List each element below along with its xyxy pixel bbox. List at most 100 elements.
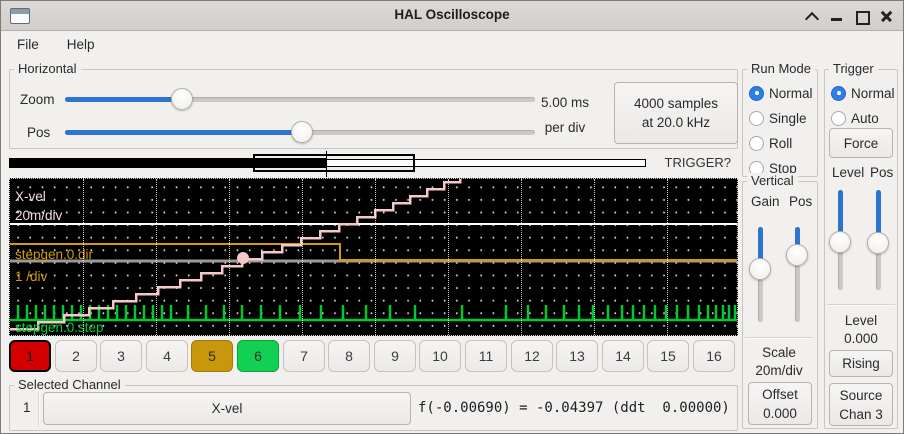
shade-icon[interactable] (804, 8, 820, 24)
run-mode-option-label: Normal (769, 85, 813, 101)
channel-button-13[interactable]: 13 (556, 340, 598, 372)
samples-line2: at 20.0 kHz (641, 115, 711, 130)
grid-line (302, 179, 303, 335)
minimize-icon[interactable] (829, 8, 845, 24)
grid-line (594, 179, 595, 335)
zoom-slider-label: Zoom (20, 92, 55, 107)
run-mode-stop-radio[interactable]: Stop (749, 158, 817, 178)
channel-button-10[interactable]: 10 (419, 340, 461, 372)
scope-screen[interactable]: X-vel 20m/div stepgen.0.dir 1 /div stepg… (9, 178, 738, 336)
time-per-div: 5.00 ms per div (520, 90, 610, 140)
pos-slider[interactable] (65, 121, 535, 143)
pos-slider-fill (65, 130, 302, 135)
gain-slider-label: Gain (751, 194, 780, 209)
zoom-slider-thumb[interactable] (171, 88, 193, 110)
offset-button-label: Offset (762, 386, 798, 402)
run-mode-single-radio[interactable]: Single (749, 108, 817, 128)
record-filled-bar (9, 158, 326, 168)
vertical-pos-thumb[interactable] (786, 244, 808, 266)
dir-scale-label: 1 /div (15, 269, 48, 284)
radio-circle-icon[interactable] (749, 85, 764, 101)
run-mode-option-label: Single (769, 110, 807, 126)
run-mode-normal-radio[interactable]: Normal (749, 83, 817, 103)
zoom-window-box[interactable] (253, 154, 415, 172)
channel-button-15[interactable]: 15 (647, 340, 689, 372)
vertical-pos-slider[interactable] (786, 227, 808, 322)
channel-source-button[interactable]: X-vel (43, 392, 411, 425)
channel-row: 1 2 3 4 5 6 7 8 9 10 11 12 13 14 15 16 (9, 340, 738, 372)
radio-circle-icon[interactable] (749, 110, 764, 126)
offset-button-value: 0.000 (763, 405, 797, 421)
selected-channel-group: Selected Channel 1 X-vel f(-0.00690) = -… (9, 377, 738, 431)
grid-line (229, 179, 230, 335)
offset-button[interactable]: Offset 0.000 (748, 382, 812, 425)
trigger-position-line[interactable] (326, 151, 327, 177)
channel-button-2[interactable]: 2 (55, 340, 97, 372)
channel-button-12[interactable]: 12 (511, 340, 553, 372)
trigger-pos-fill (876, 190, 881, 243)
channel-button-4[interactable]: 4 (146, 340, 188, 372)
force-button[interactable]: Force (829, 128, 893, 158)
channel-button-9[interactable]: 9 (374, 340, 416, 372)
trigger-mode-auto-radio[interactable]: Auto (831, 108, 897, 128)
vertical-group: Vertical Gain Pos Scale 20m/div Offset 0… (742, 173, 818, 429)
horizontal-group: Horizontal Zoom Pos 5.00 ms per div 4000… (9, 61, 738, 149)
channel-button-6[interactable]: 6 (237, 340, 279, 372)
channel-button-3[interactable]: 3 (100, 340, 142, 372)
menu-help[interactable]: Help (66, 37, 95, 52)
grid-line (375, 179, 376, 335)
grid-line (667, 179, 668, 335)
trigger-pos-thumb[interactable] (867, 232, 889, 254)
channel-button-8[interactable]: 8 (328, 340, 370, 372)
channel-button-14[interactable]: 14 (602, 340, 644, 372)
trigger-mode-option-label: Auto (851, 110, 879, 126)
trigger-level-thumb[interactable] (829, 231, 851, 253)
samples-button[interactable]: 4000 samples at 20.0 kHz (614, 82, 738, 144)
scale-value: 20m/div (755, 363, 803, 378)
trigger-pos-slider[interactable] (867, 190, 889, 290)
source-button-line1: Source (839, 387, 883, 403)
channel-source-name: X-vel (211, 401, 243, 416)
trigger-pos-slider-label: Pos (870, 165, 894, 180)
radio-circle-icon[interactable] (749, 135, 764, 151)
channel-button-7[interactable]: 7 (283, 340, 325, 372)
pos-slider-label: Pos (27, 125, 51, 140)
run-mode-group: Run Mode Normal Single Roll Stop (742, 61, 818, 178)
close-icon[interactable] (879, 8, 895, 24)
time-per-div-unit: per div (544, 120, 586, 135)
waveform-canvas (10, 179, 737, 331)
trigger-level-value: 0.000 (844, 331, 878, 346)
run-mode-option-label: Stop (769, 160, 797, 176)
horizontal-group-label: Horizontal (14, 61, 81, 76)
time-per-div-value: 5.00 ms (540, 95, 590, 110)
radio-circle-icon[interactable] (831, 85, 846, 101)
pos-slider-thumb[interactable] (291, 121, 313, 143)
menu-bar: File Help (1, 31, 903, 58)
selected-channel-label: Selected Channel (14, 377, 125, 392)
zoom-slider[interactable] (65, 88, 535, 110)
channel-button-5[interactable]: 5 (191, 340, 233, 372)
channel1-scale-label: 20m/div (15, 208, 63, 223)
trigger-level-label: Level (844, 313, 878, 328)
source-button[interactable]: Source Chan 3 (829, 383, 893, 426)
trigger-level-slider[interactable] (829, 190, 851, 290)
gain-slider-thumb[interactable] (749, 258, 771, 280)
title-bar[interactable]: HAL Oscilloscope (1, 1, 903, 31)
radio-circle-icon[interactable] (831, 110, 846, 126)
maximize-icon[interactable] (854, 8, 870, 25)
step-name-label: stepgen.0.step (15, 320, 104, 335)
menu-file[interactable]: File (17, 37, 39, 52)
trigger-mode-normal-radio[interactable]: Normal (831, 83, 897, 103)
run-mode-roll-radio[interactable]: Roll (749, 133, 817, 153)
trigger-mode-options: Normal Auto (825, 70, 897, 128)
gain-slider[interactable] (749, 227, 771, 322)
edge-button[interactable]: Rising (829, 350, 893, 377)
zoom-slider-fill (65, 97, 182, 102)
channel-button-11[interactable]: 11 (465, 340, 507, 372)
edge-button-label: Rising (842, 356, 880, 371)
channel-button-1[interactable]: 1 (9, 340, 51, 372)
samples-line1: 4000 samples (633, 96, 719, 111)
trigger-position-ruler: TRIGGER? (9, 151, 738, 177)
channel-button-16[interactable]: 16 (693, 340, 735, 372)
channel1-name-label: X-vel (15, 189, 46, 204)
